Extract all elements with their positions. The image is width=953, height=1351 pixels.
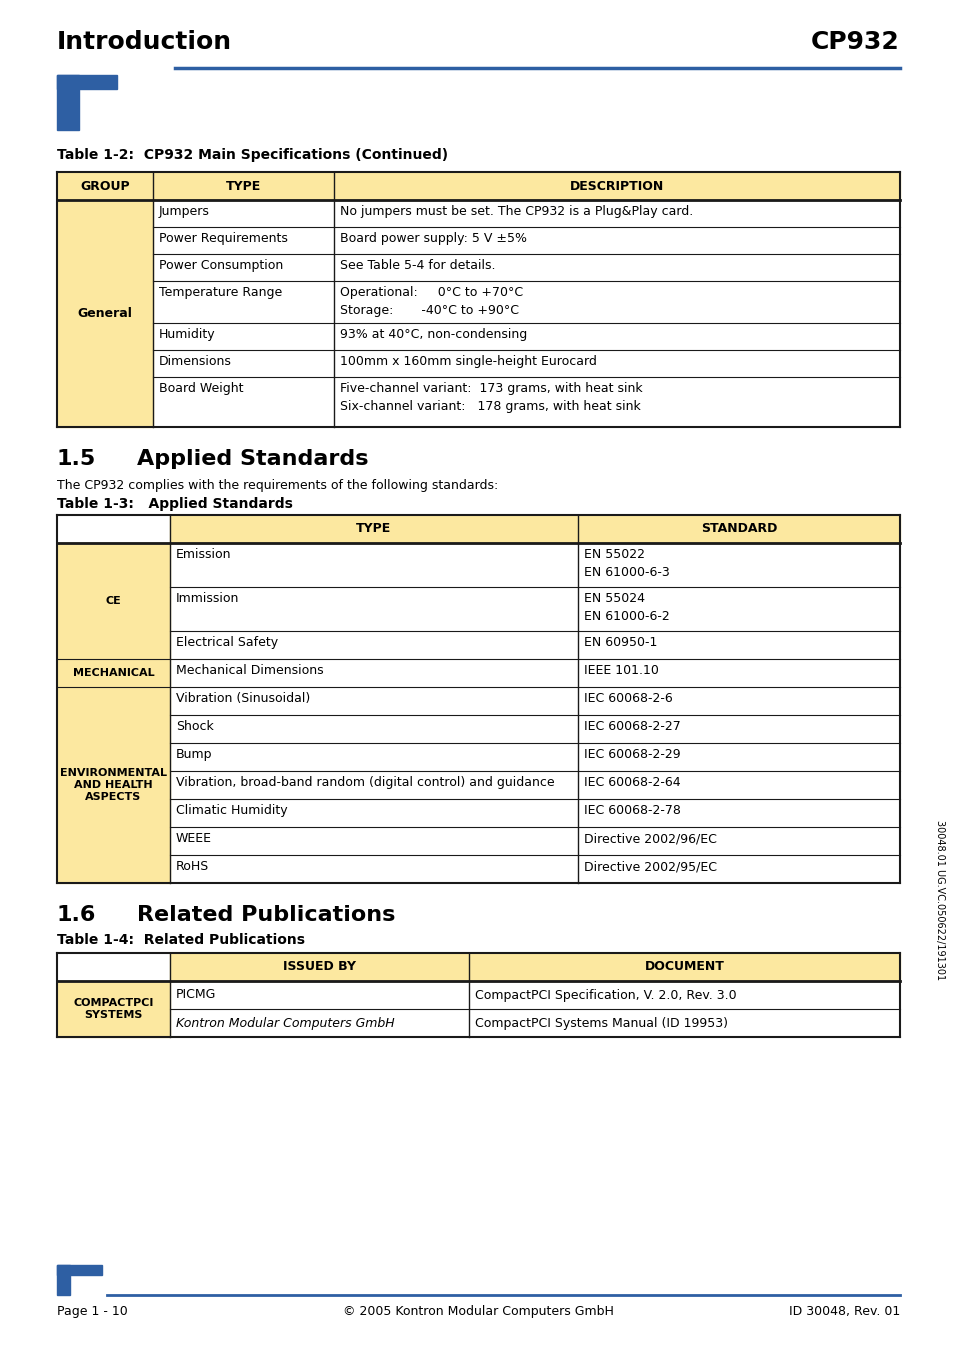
- Text: DOCUMENT: DOCUMENT: [644, 961, 723, 974]
- Text: ISSUED BY: ISSUED BY: [283, 961, 355, 974]
- Text: CompactPCI Specification, V. 2.0, Rev. 3.0: CompactPCI Specification, V. 2.0, Rev. 3…: [475, 989, 736, 1001]
- Text: See Table 5-4 for details.: See Table 5-4 for details.: [339, 259, 495, 272]
- Text: RoHS: RoHS: [175, 861, 209, 873]
- Text: Electrical Safety: Electrical Safety: [175, 636, 278, 648]
- Text: Mechanical Dimensions: Mechanical Dimensions: [175, 663, 323, 677]
- Text: Dimensions: Dimensions: [159, 355, 232, 367]
- Text: TYPE: TYPE: [226, 180, 261, 192]
- Text: TYPE: TYPE: [356, 523, 392, 535]
- Text: Five-channel variant:  173 grams, with heat sink
Six-channel variant:   178 gram: Five-channel variant: 173 grams, with he…: [339, 382, 642, 413]
- Text: Table 1-2:  CP932 Main Specifications (Continued): Table 1-2: CP932 Main Specifications (Co…: [57, 149, 448, 162]
- Text: IEEE 101.10: IEEE 101.10: [583, 663, 659, 677]
- Bar: [57, 76, 79, 130]
- Text: MECHANICAL: MECHANICAL: [72, 667, 154, 678]
- Text: EN 55022
EN 61000-6-3: EN 55022 EN 61000-6-3: [583, 549, 669, 580]
- Bar: [57, 543, 170, 659]
- Text: IEC 60068-2-27: IEC 60068-2-27: [583, 720, 680, 734]
- Text: Vibration, broad-band random (digital control) and guidance: Vibration, broad-band random (digital co…: [175, 775, 554, 789]
- Text: ENVIRONMENTAL
AND HEALTH
ASPECTS: ENVIRONMENTAL AND HEALTH ASPECTS: [60, 767, 167, 802]
- Text: Related Publications: Related Publications: [137, 905, 395, 925]
- Text: IEC 60068-2-6: IEC 60068-2-6: [583, 692, 672, 705]
- Text: Operational:     0°C to +70°C
Storage:       -40°C to +90°C: Operational: 0°C to +70°C Storage: -40°C…: [339, 286, 522, 317]
- Text: General: General: [77, 307, 132, 320]
- Text: No jumpers must be set. The CP932 is a Plug&Play card.: No jumpers must be set. The CP932 is a P…: [339, 205, 693, 218]
- Text: Power Consumption: Power Consumption: [159, 259, 283, 272]
- Text: Applied Standards: Applied Standards: [137, 449, 368, 469]
- Bar: [57, 981, 170, 1038]
- Text: Directive 2002/95/EC: Directive 2002/95/EC: [583, 861, 717, 873]
- Text: 1.6: 1.6: [57, 905, 96, 925]
- Text: Shock: Shock: [175, 720, 213, 734]
- Text: 93% at 40°C, non-condensing: 93% at 40°C, non-condensing: [339, 328, 527, 340]
- Text: Humidity: Humidity: [159, 328, 215, 340]
- Text: Table 1-4:  Related Publications: Table 1-4: Related Publications: [57, 934, 305, 947]
- Bar: [57, 1265, 102, 1275]
- Text: Introduction: Introduction: [57, 30, 232, 54]
- Text: ID 30048, Rev. 01: ID 30048, Rev. 01: [788, 1305, 899, 1319]
- Text: Climatic Humidity: Climatic Humidity: [175, 804, 287, 817]
- Text: Power Requirements: Power Requirements: [159, 232, 288, 245]
- Text: PICMG: PICMG: [175, 989, 216, 1001]
- Text: Table 1-3:   Applied Standards: Table 1-3: Applied Standards: [57, 497, 293, 511]
- Text: Immission: Immission: [175, 592, 239, 605]
- Text: 1.5: 1.5: [57, 449, 96, 469]
- Text: 100mm x 160mm single-height Eurocard: 100mm x 160mm single-height Eurocard: [339, 355, 597, 367]
- Text: Vibration (Sinusoidal): Vibration (Sinusoidal): [175, 692, 310, 705]
- Text: 30048.01 UG.VC.050622/191301: 30048.01 UG.VC.050622/191301: [934, 820, 944, 979]
- Text: IEC 60068-2-78: IEC 60068-2-78: [583, 804, 680, 817]
- Bar: [57, 1265, 70, 1296]
- Text: Jumpers: Jumpers: [159, 205, 210, 218]
- Text: IEC 60068-2-29: IEC 60068-2-29: [583, 748, 679, 761]
- Text: Kontron Modular Computers GmbH: Kontron Modular Computers GmbH: [175, 1016, 395, 1029]
- Bar: [57, 659, 170, 688]
- Text: Emission: Emission: [175, 549, 232, 561]
- Text: Temperature Range: Temperature Range: [159, 286, 282, 299]
- Bar: [57, 76, 117, 89]
- Text: STANDARD: STANDARD: [700, 523, 777, 535]
- Text: Page 1 - 10: Page 1 - 10: [57, 1305, 128, 1319]
- Text: CompactPCI Systems Manual (ID 19953): CompactPCI Systems Manual (ID 19953): [475, 1016, 727, 1029]
- Text: Directive 2002/96/EC: Directive 2002/96/EC: [583, 832, 716, 844]
- Text: Bump: Bump: [175, 748, 213, 761]
- Text: © 2005 Kontron Modular Computers GmbH: © 2005 Kontron Modular Computers GmbH: [343, 1305, 614, 1319]
- Bar: [57, 688, 170, 884]
- Bar: [57, 200, 152, 427]
- Text: CE: CE: [106, 596, 121, 607]
- Text: Board power supply: 5 V ±5%: Board power supply: 5 V ±5%: [339, 232, 526, 245]
- Text: GROUP: GROUP: [80, 180, 130, 192]
- Bar: [57, 172, 899, 200]
- Text: COMPACTPCI
SYSTEMS: COMPACTPCI SYSTEMS: [73, 998, 153, 1020]
- Text: CP932: CP932: [810, 30, 899, 54]
- Text: Board Weight: Board Weight: [159, 382, 243, 394]
- Text: EN 60950-1: EN 60950-1: [583, 636, 657, 648]
- Text: WEEE: WEEE: [175, 832, 212, 844]
- Text: DESCRIPTION: DESCRIPTION: [569, 180, 663, 192]
- Bar: [170, 952, 899, 981]
- Text: The CP932 complies with the requirements of the following standards:: The CP932 complies with the requirements…: [57, 480, 497, 492]
- Text: EN 55024
EN 61000-6-2: EN 55024 EN 61000-6-2: [583, 592, 669, 623]
- Text: IEC 60068-2-64: IEC 60068-2-64: [583, 775, 679, 789]
- Bar: [170, 515, 899, 543]
